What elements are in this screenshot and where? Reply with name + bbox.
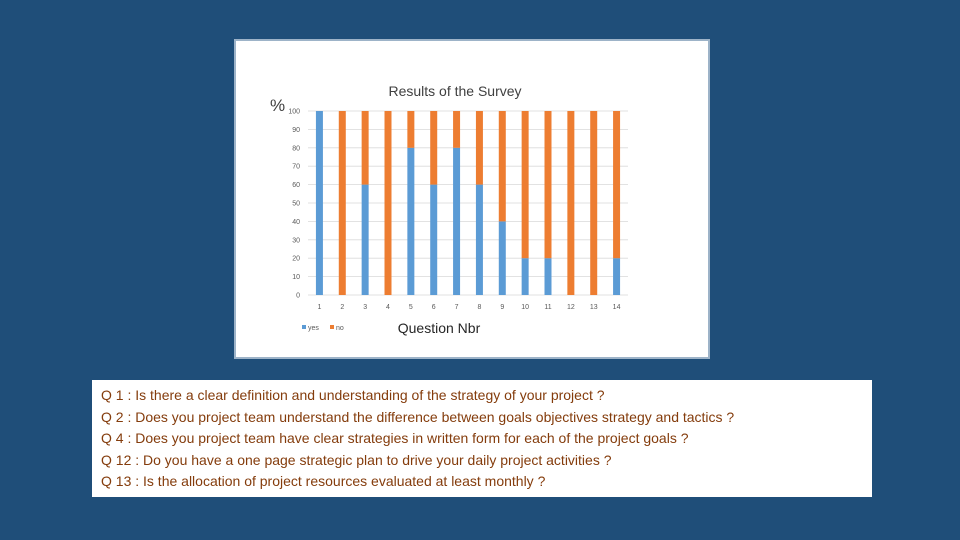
y-tick-label: 70	[292, 164, 300, 171]
y-axis-label: %	[270, 96, 285, 115]
bar-no-q10	[521, 111, 529, 259]
legend-label-no: no	[336, 325, 344, 332]
x-tick-label: 9	[500, 304, 504, 311]
x-tick-label: 12	[567, 304, 575, 311]
x-tick-label: 3	[363, 304, 367, 311]
question-1: Q 1 : Is there a clear definition and un…	[101, 387, 605, 403]
bar-yes-q6	[430, 184, 438, 295]
grid-lines	[308, 110, 628, 296]
question-12: Q 12 : Do you have a one page strategic …	[101, 451, 612, 468]
bar-no-q11	[544, 111, 552, 259]
x-tick-label: 2	[340, 304, 344, 311]
x-tick-label: 14	[613, 304, 621, 311]
bar-no-q12	[567, 111, 575, 295]
bar-no-q7	[453, 111, 461, 148]
bar-yes-q14	[613, 258, 621, 295]
y-tick-label: 90	[292, 127, 300, 134]
bar-yes-q1	[315, 111, 323, 295]
chart-panel: 0 10 20 30 40 50 60 70 80 90 100 1 2 3 4 5 6 7 8 9 10 11 12 13…	[234, 39, 710, 359]
bar-yes-q11	[544, 258, 552, 295]
x-tick-label: 11	[544, 304, 551, 311]
bar-no-q5	[407, 111, 415, 148]
x-axis-ticks: 1 2 3 4 5 6 7 8 9 10 11 12 13 14	[317, 304, 620, 311]
y-tick-label: 20	[292, 256, 300, 263]
bar-yes-q8	[475, 184, 483, 295]
legend-label-yes: yes	[308, 325, 319, 332]
bar-yes-q3	[361, 184, 369, 295]
question-4: Q 4 : Does you project team have clear s…	[101, 430, 689, 446]
y-tick-label: 60	[292, 182, 300, 189]
y-axis-ticks: 0 10 20 30 40 50 60 70 80 90 100	[288, 109, 300, 300]
x-axis-label: Question Nbr	[398, 320, 481, 336]
bar-no-q9	[498, 111, 506, 222]
y-tick-label: 40	[292, 219, 300, 226]
x-tick-label: 5	[409, 304, 413, 311]
y-tick-label: 80	[292, 145, 300, 152]
questions-box: Q 1 : Is there a clear definition and un…	[92, 380, 872, 497]
y-tick-label: 0	[296, 293, 300, 300]
bar-no-q2	[338, 111, 346, 295]
question-13: Q 13 : Is the allocation of project reso…	[101, 473, 546, 489]
x-tick-label: 13	[590, 304, 598, 311]
x-tick-label: 4	[386, 304, 390, 311]
bar-yes-q9	[498, 221, 506, 295]
x-tick-label: 7	[455, 304, 459, 311]
x-tick-label: 8	[477, 304, 481, 311]
bar-yes-q7	[453, 147, 461, 295]
bar-no-q3	[361, 111, 369, 185]
bar-yes-q10	[521, 258, 529, 295]
y-tick-label: 30	[292, 237, 300, 244]
legend-swatch-no	[330, 325, 334, 329]
bar-no-q4	[384, 111, 392, 295]
bar-no-q8	[475, 111, 483, 185]
bar-no-q6	[430, 111, 438, 185]
question-2: Q 2 : Does you project team understand t…	[101, 408, 735, 425]
bars	[315, 111, 621, 295]
bar-yes-q5	[407, 147, 415, 295]
legend-swatch-yes	[302, 325, 306, 329]
chart-title: Results of the Survey	[388, 83, 521, 99]
y-tick-label: 50	[292, 201, 300, 208]
y-tick-label: 10	[292, 274, 300, 281]
x-tick-label: 10	[521, 304, 529, 311]
bar-no-q13	[590, 111, 598, 295]
x-tick-label: 1	[317, 304, 321, 311]
legend: yes no	[302, 325, 344, 332]
x-tick-label: 6	[432, 304, 436, 311]
bar-no-q14	[613, 111, 621, 259]
y-tick-label: 100	[288, 109, 300, 116]
